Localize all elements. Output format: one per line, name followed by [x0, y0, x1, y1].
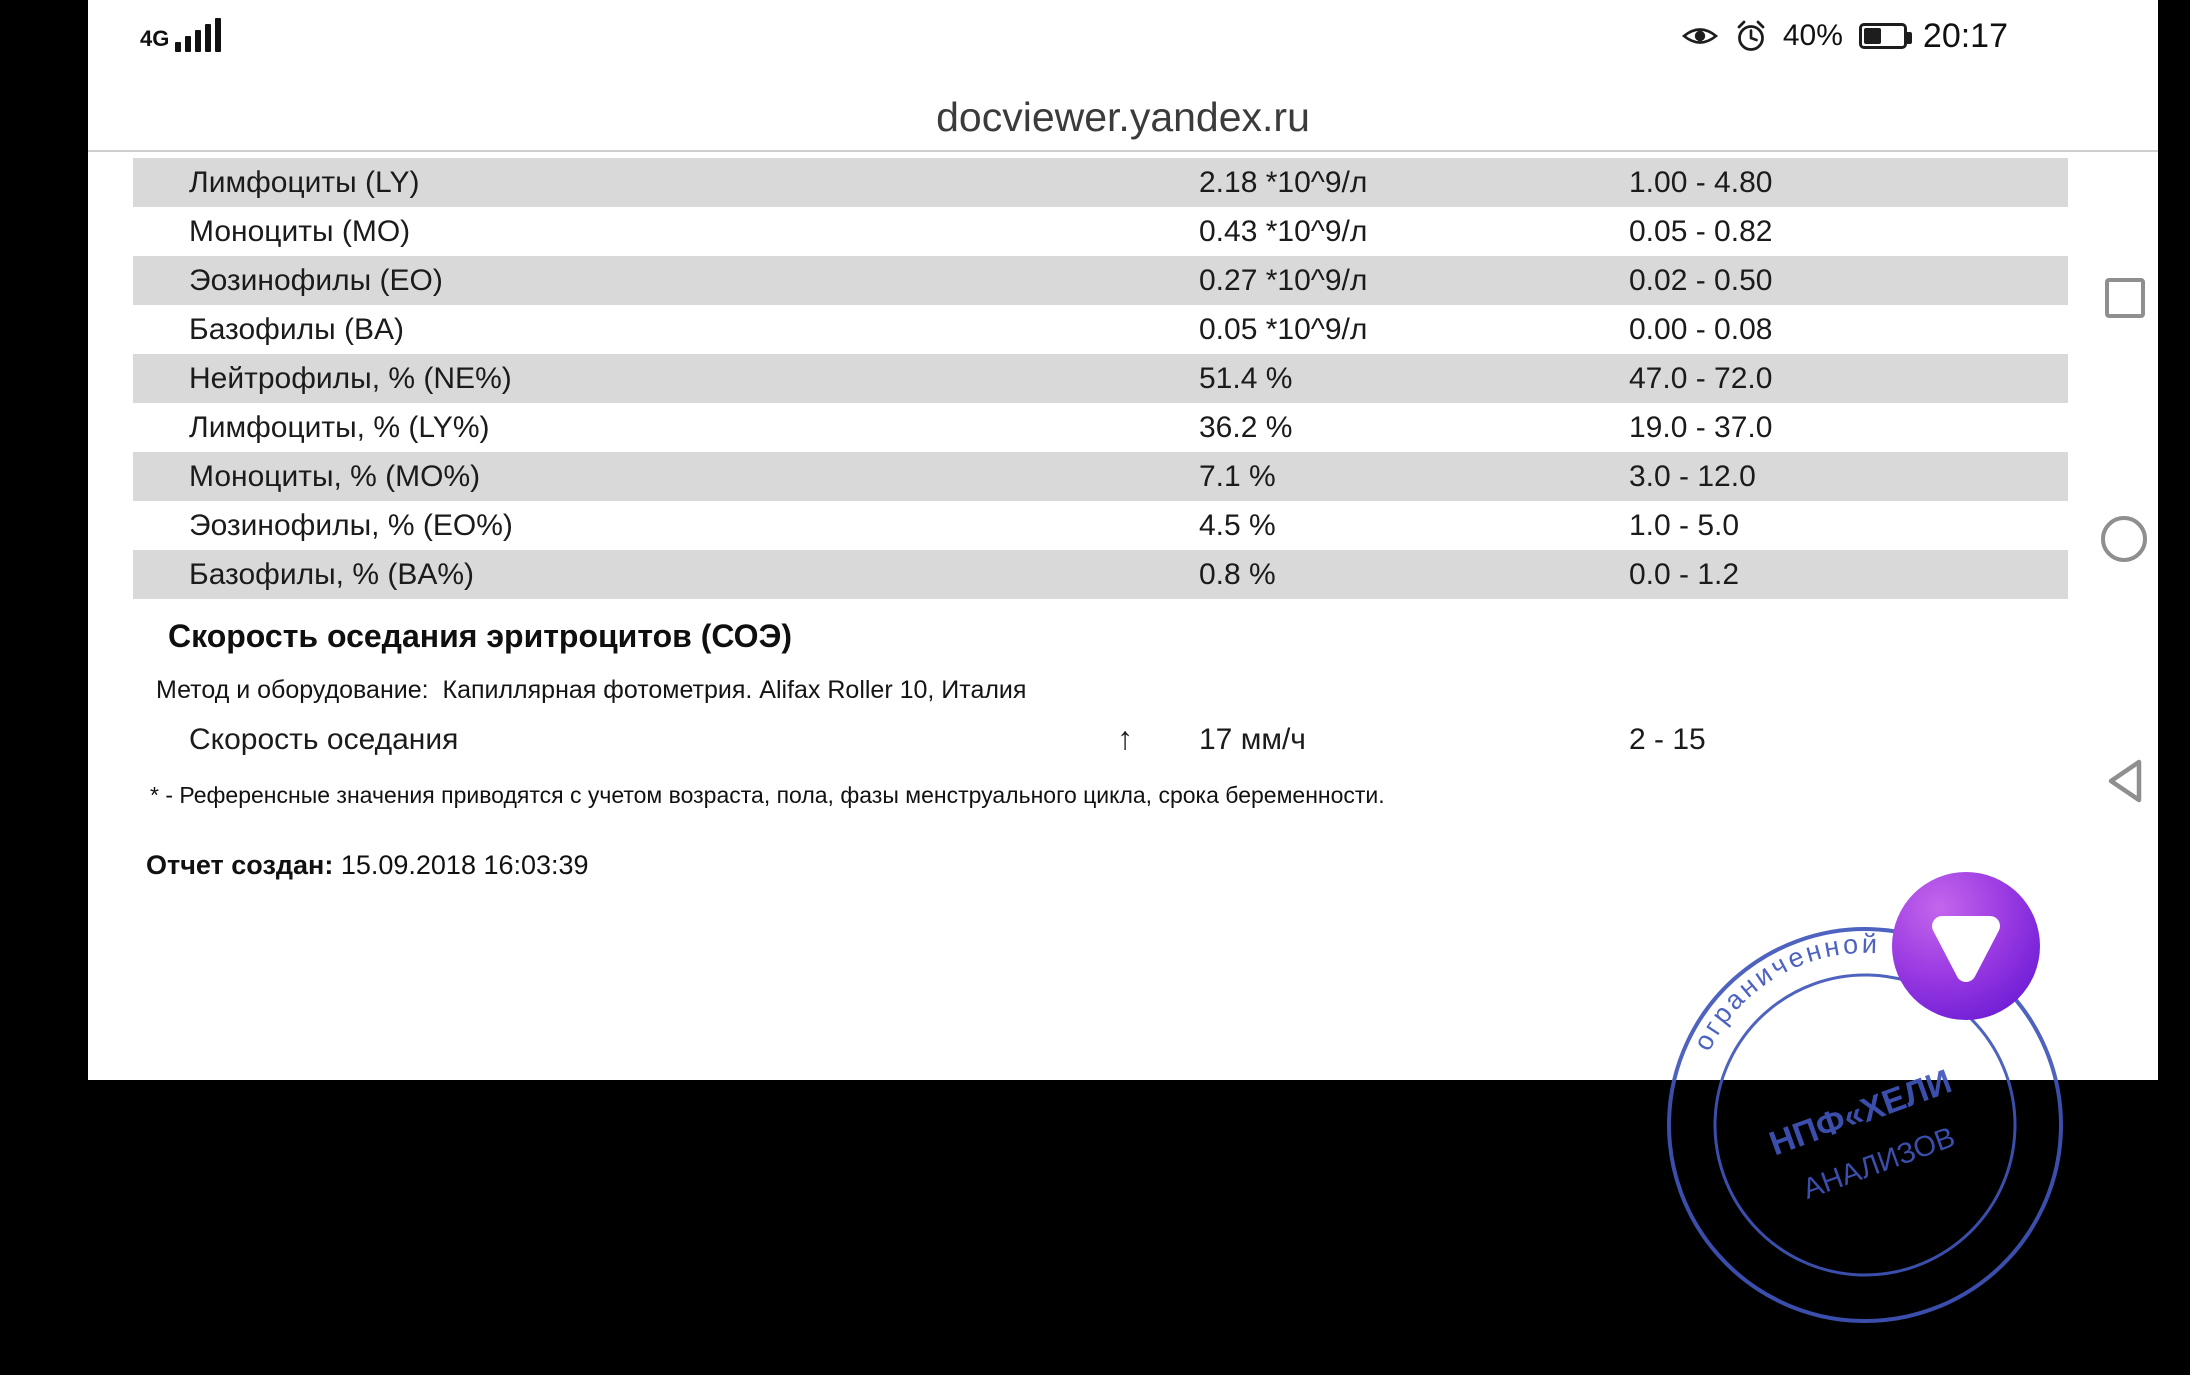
analyte-name: Моноциты (MO) [189, 214, 411, 248]
result-value: 7.1 % [1199, 459, 1276, 493]
table-row: Лимфоциты, % (LY%) 36.2 % 19.0 - 37.0 [133, 403, 2068, 452]
recents-button square-icon[interactable] [2105, 278, 2145, 318]
method-value: Капиллярная фотометрия. Alifax Roller 10… [442, 676, 1027, 704]
analyte-name: Базофилы (BA) [189, 312, 404, 346]
report-created-label: Отчет создан: [146, 850, 334, 880]
reference-range: 1.0 - 5.0 [1629, 508, 1740, 542]
analyte-name: Лимфоциты (LY) [189, 165, 420, 199]
reference-range: 1.00 - 4.80 [1629, 165, 1773, 199]
result-value: 2.18 *10^9/л [1199, 165, 1368, 199]
result-value: 51.4 % [1199, 361, 1293, 395]
result-value: ↑ 17 мм/ч [1117, 720, 1629, 757]
clock-label: 20:17 [1922, 16, 2008, 55]
analyte-name: Базофилы, % (BA%) [189, 557, 474, 591]
eye-comfort-icon [1681, 28, 1718, 44]
reference-range: 2 - 15 [1629, 723, 1706, 756]
status-bar: 4G 40% 20:17 [88, 0, 2158, 72]
page-title: docviewer.yandex.ru [936, 94, 1310, 140]
home-button circle-icon[interactable] [2101, 516, 2147, 562]
table-row: Нейтрофилы, % (NE%) 51.4 % 47.0 - 72.0 [133, 354, 2068, 403]
table-row: Базофилы (BA) 0.05 *10^9/л 0.00 - 0.08 [133, 305, 2068, 354]
signal-bars-icon [175, 16, 222, 52]
analyte-name: Моноциты, % (MO%) [189, 459, 481, 493]
alarm-icon [1737, 20, 1765, 51]
header-divider [88, 150, 2158, 152]
result-value: 4.5 % [1199, 508, 1276, 542]
signal-indicator: 4G [140, 16, 222, 52]
stamp: ограниченной отв НПФ«ХЕЛИ АНАЛИЗОВ [1667, 893, 2063, 1323]
report-created-line: Отчет создан: 15.09.2018 16:03:39 [146, 850, 589, 881]
reference-footnote: * - Референсные значения приводятся с уч… [150, 782, 1385, 808]
reference-range: 19.0 - 37.0 [1629, 410, 1773, 444]
report-created-value: 15.09.2018 16:03:39 [340, 850, 589, 880]
table-row: Моноциты (MO) 0.43 *10^9/л 0.05 - 0.82 [133, 207, 2068, 256]
reference-range: 0.00 - 0.08 [1629, 312, 1773, 346]
result-value: 36.2 % [1199, 410, 1293, 444]
alice-assistant-button[interactable] [1892, 872, 2040, 1020]
reference-range: 47.0 - 72.0 [1629, 361, 1773, 395]
analyte-name: Лимфоциты, % (LY%) [189, 410, 490, 444]
alice-logo-icon [1932, 916, 2000, 982]
analyte-name: Нейтрофилы, % (NE%) [189, 361, 512, 395]
phone-screen: 4G 40% 20:17 docviewer.yandex.ru Лимфоци… [88, 0, 2158, 1080]
lab-results-table: Лимфоциты (LY) 2.18 *10^9/л 1.00 - 4.80 … [133, 158, 2068, 599]
result-value: 0.43 *10^9/л [1199, 214, 1368, 248]
status-right-cluster: 40% 20:17 [1681, 12, 2008, 60]
battery-icon [1858, 23, 1912, 49]
analyte-name: Скорость оседания [189, 723, 459, 756]
table-row: Лимфоциты (LY) 2.18 *10^9/л 1.00 - 4.80 [133, 158, 2068, 207]
result-value: 0.27 *10^9/л [1199, 263, 1368, 297]
table-row: Моноциты, % (MO%) 7.1 % 3.0 - 12.0 [133, 452, 2068, 501]
reference-range: 0.0 - 1.2 [1629, 557, 1740, 591]
method-line: Метод и оборудование: Капиллярная фотоме… [156, 676, 1026, 705]
table-row: Эозинофилы (EO) 0.27 *10^9/л 0.02 - 0.50 [133, 256, 2068, 305]
esr-section-heading: Скорость оседания эритроцитов (СОЭ) [168, 618, 792, 654]
esr-value-text: 17 мм/ч [1199, 723, 1306, 756]
result-value: 0.05 *10^9/л [1199, 312, 1368, 346]
back-button triangle-left-icon[interactable] [2103, 756, 2149, 806]
high-flag-icon: ↑ [1117, 720, 1133, 756]
reference-range: 0.02 - 0.50 [1629, 263, 1773, 297]
table-row: Базофилы, % (BA%) 0.8 % 0.0 - 1.2 [133, 550, 2068, 599]
reference-range: 3.0 - 12.0 [1629, 459, 1756, 493]
network-type-label: 4G [140, 26, 170, 51]
table-row: Эозинофилы, % (EO%) 4.5 % 1.0 - 5.0 [133, 501, 2068, 550]
reference-range: 0.05 - 0.82 [1629, 214, 1773, 248]
battery-percent-label: 40% [1782, 19, 1843, 52]
result-value: 0.8 % [1199, 557, 1276, 591]
analyte-name: Эозинофилы, % (EO%) [189, 508, 513, 542]
method-label: Метод и оборудование: [156, 676, 429, 704]
esr-result-row: Скорость оседания ↑ 17 мм/ч 2 - 15 [133, 714, 2068, 766]
analyte-name: Эозинофилы (EO) [189, 263, 443, 297]
